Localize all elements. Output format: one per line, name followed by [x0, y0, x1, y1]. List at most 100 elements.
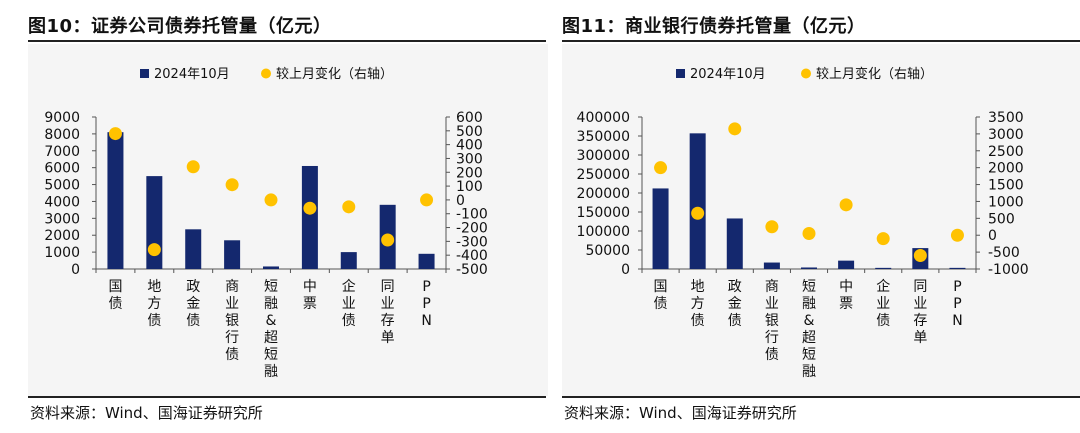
bar [107, 132, 124, 269]
y-left-tick-label: 2000 [44, 228, 80, 244]
chart-panel-commercial-banks: 图11：商业银行债券托管量（亿元） 2024年10月 较上月变化（右轴） 0 5000… [562, 0, 1080, 433]
change-dot [225, 178, 239, 192]
change-dot [342, 200, 356, 214]
bar [185, 229, 202, 269]
y-right-tick-label: 0 [988, 228, 997, 244]
y-left-tick-label: 100000 [577, 224, 630, 240]
y-right-tick-label: 3500 [988, 110, 1024, 126]
y-right-tick-label: 500 [456, 124, 483, 140]
legend-label-dots: 较上月变化（右轴） [276, 66, 393, 82]
bar [763, 262, 780, 269]
y-left-tick-label: 9000 [44, 110, 80, 126]
y-right-tick-label: 2500 [988, 144, 1024, 160]
bar [949, 267, 966, 269]
change-dot [186, 160, 200, 174]
legend-label-bars: 2024年10月 [154, 67, 230, 82]
bottom-divider [562, 396, 1080, 398]
bar [875, 267, 892, 269]
y-right-tick-label: -500 [456, 262, 488, 278]
category-label: 中票 [303, 279, 317, 312]
y-right-tick-label: 300 [456, 151, 483, 167]
bar [224, 240, 241, 269]
category-label: 地方债 [147, 279, 161, 329]
y-right-tick-label: -300 [456, 234, 488, 250]
y-right-tick-label: -100 [456, 207, 488, 223]
category-label: 同业存单 [381, 279, 395, 346]
y-left-tick-label: 200000 [577, 186, 630, 202]
category-label: 国债 [108, 279, 122, 312]
category-label: 企业债 [342, 278, 356, 329]
bar [340, 252, 357, 269]
change-dot [381, 233, 395, 247]
change-dot [913, 248, 927, 262]
title-divider [562, 40, 1080, 42]
legend-bar-swatch [676, 69, 685, 78]
change-dot [728, 122, 742, 136]
chart-title: 图11：商业银行债券托管量（亿元） [562, 16, 866, 37]
y-left-tick-label: 0 [621, 262, 630, 278]
y-left-tick-label: 3000 [44, 211, 80, 227]
plot-background [562, 44, 1080, 396]
bar [838, 260, 855, 269]
bar [689, 133, 706, 269]
y-left-tick-label: 350000 [577, 129, 630, 145]
y-right-tick-label: 500 [988, 211, 1015, 227]
change-dot [802, 227, 816, 241]
bar [801, 267, 817, 269]
title-divider [28, 40, 546, 42]
y-left-tick-label: 6000 [44, 161, 80, 177]
y-left-tick-label: 5000 [44, 178, 80, 194]
change-dot [691, 206, 705, 220]
y-left-tick-label: 0 [71, 262, 80, 278]
y-left-tick-label: 7000 [44, 144, 80, 160]
bar [263, 266, 279, 269]
source-note: 资料来源：Wind、国海证券研究所 [564, 404, 797, 422]
legend-dot-swatch [261, 68, 271, 79]
bar [652, 188, 669, 269]
y-left-tick-label: 50000 [585, 243, 630, 259]
change-dot [765, 220, 779, 234]
y-right-tick-label: 200 [456, 165, 483, 181]
y-right-tick-label: 100 [456, 179, 483, 195]
category-label: 企业债 [876, 278, 890, 329]
y-right-tick-label: 3000 [988, 127, 1024, 143]
y-left-tick-label: 150000 [577, 205, 630, 221]
y-right-tick-label: 0 [456, 193, 465, 209]
change-dot [303, 201, 317, 215]
y-right-tick-label: 1000 [988, 194, 1024, 210]
y-right-tick-label: -400 [456, 248, 488, 264]
y-right-tick-label: 2000 [988, 161, 1024, 177]
change-dot [839, 198, 853, 212]
legend-label-bars: 2024年10月 [690, 67, 766, 82]
change-dot [264, 193, 278, 207]
category-label: 商业银行债 [225, 279, 239, 363]
y-left-tick-label: 8000 [44, 127, 80, 143]
legend-label-dots: 较上月变化（右轴） [816, 66, 933, 82]
category-label: 商业银行债 [765, 279, 779, 363]
category-label: 国债 [654, 279, 668, 312]
category-label: 政金债 [186, 279, 200, 329]
change-dot [950, 228, 964, 242]
y-left-tick-label: 1000 [44, 245, 80, 261]
y-left-tick-label: 250000 [577, 167, 630, 183]
y-right-tick-label: -500 [988, 245, 1020, 261]
legend-dot-swatch [801, 68, 811, 79]
y-left-tick-label: 300000 [577, 148, 630, 164]
bar [726, 218, 743, 269]
y-right-tick-label: -200 [456, 221, 488, 237]
bottom-divider [28, 396, 546, 398]
change-dot [147, 243, 161, 257]
category-label: 短融&超短融 [802, 279, 816, 380]
change-dot [108, 127, 122, 141]
category-label: 同业存单 [913, 279, 927, 346]
y-left-tick-label: 4000 [44, 194, 80, 210]
bar [301, 165, 318, 269]
y-left-tick-label: 400000 [577, 110, 630, 126]
change-dot [420, 193, 434, 207]
chart-title: 图10：证券公司债券托管量（亿元） [28, 16, 332, 37]
change-dot [876, 232, 890, 246]
bar [418, 253, 435, 269]
change-dot [654, 161, 668, 175]
